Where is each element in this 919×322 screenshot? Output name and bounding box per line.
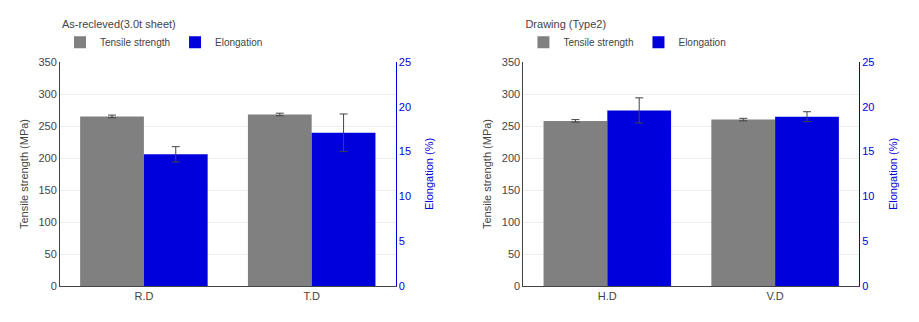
svg-text:150: 150 xyxy=(38,184,56,196)
svg-text:H.D: H.D xyxy=(598,290,617,302)
svg-text:200: 200 xyxy=(502,152,520,164)
svg-text:Tensile strength (MPa): Tensile strength (MPa) xyxy=(18,119,30,229)
svg-text:5: 5 xyxy=(862,235,868,247)
svg-text:25: 25 xyxy=(399,56,411,68)
svg-text:15: 15 xyxy=(862,145,874,157)
svg-text:R.D: R.D xyxy=(134,290,153,302)
svg-text:Elongation: Elongation xyxy=(215,37,262,48)
svg-text:5: 5 xyxy=(399,235,405,247)
svg-text:Tensile strength: Tensile strength xyxy=(100,37,170,48)
svg-text:25: 25 xyxy=(862,56,874,68)
svg-text:0: 0 xyxy=(862,280,868,292)
svg-text:20: 20 xyxy=(862,101,874,113)
svg-text:Tensile strength: Tensile strength xyxy=(563,37,633,48)
svg-text:T.D: T.D xyxy=(303,290,320,302)
svg-text:Elongation (%): Elongation (%) xyxy=(423,138,435,210)
svg-text:As-recleved(3.0t sheet): As-recleved(3.0t sheet) xyxy=(62,18,176,30)
svg-text:250: 250 xyxy=(38,120,56,132)
svg-text:150: 150 xyxy=(502,184,520,196)
svg-text:Elongation (%): Elongation (%) xyxy=(887,138,899,210)
svg-text:15: 15 xyxy=(399,145,411,157)
svg-text:350: 350 xyxy=(38,56,56,68)
svg-text:Elongation: Elongation xyxy=(678,37,725,48)
svg-text:Tensile strength (MPa): Tensile strength (MPa) xyxy=(481,119,493,229)
svg-text:200: 200 xyxy=(38,152,56,164)
svg-text:100: 100 xyxy=(502,216,520,228)
svg-text:250: 250 xyxy=(502,120,520,132)
svg-text:0: 0 xyxy=(514,280,520,292)
svg-text:50: 50 xyxy=(508,248,520,260)
svg-text:50: 50 xyxy=(45,248,57,260)
svg-text:10: 10 xyxy=(399,190,411,202)
svg-text:300: 300 xyxy=(38,88,56,100)
svg-text:V.D: V.D xyxy=(766,290,783,302)
svg-text:10: 10 xyxy=(862,190,874,202)
svg-text:0: 0 xyxy=(399,280,405,292)
svg-text:300: 300 xyxy=(502,88,520,100)
svg-text:0: 0 xyxy=(51,280,57,292)
svg-text:100: 100 xyxy=(38,216,56,228)
svg-text:350: 350 xyxy=(502,56,520,68)
svg-text:Drawing (Type2): Drawing (Type2) xyxy=(525,18,606,30)
svg-text:20: 20 xyxy=(399,101,411,113)
